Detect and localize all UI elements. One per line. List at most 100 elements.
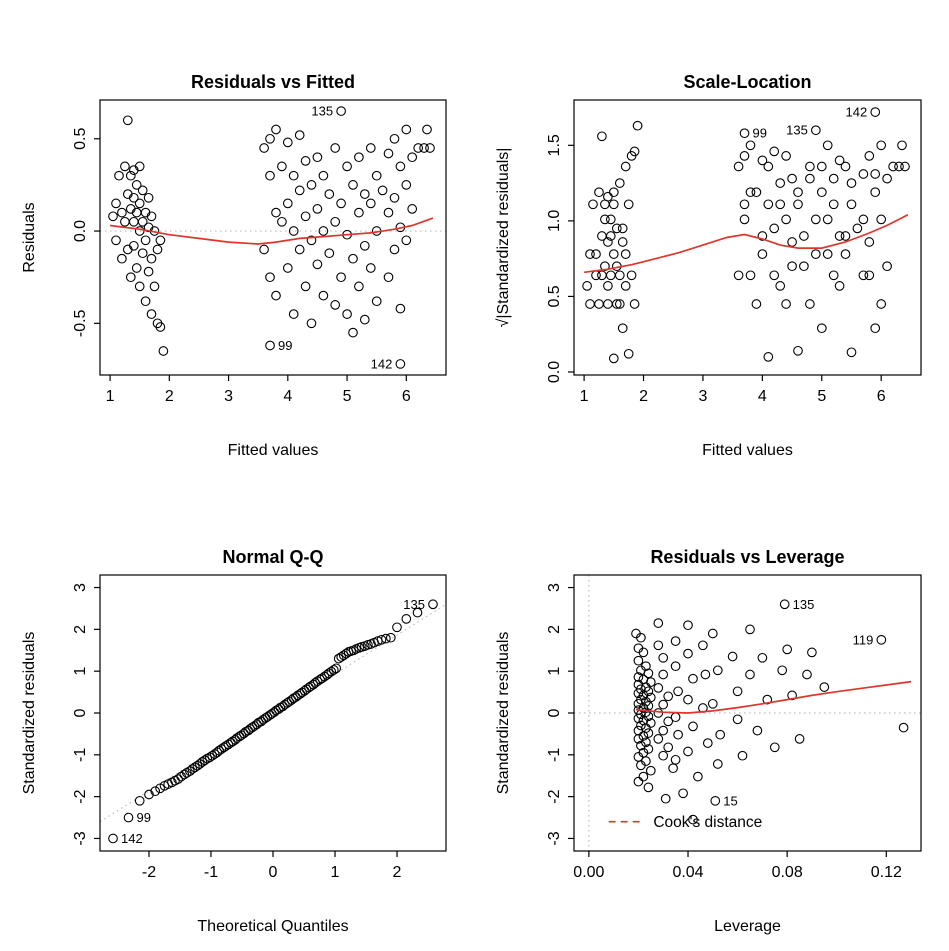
data-point bbox=[395, 161, 406, 172]
data-point bbox=[614, 299, 625, 309]
y-tick-label: 3 bbox=[546, 583, 563, 592]
data-point bbox=[653, 734, 664, 744]
data-point bbox=[605, 231, 616, 241]
data-point bbox=[643, 668, 654, 679]
data-point bbox=[864, 151, 875, 161]
y-tick-label: -2 bbox=[72, 789, 89, 803]
data-point bbox=[626, 270, 637, 281]
y-tick-label: 0 bbox=[546, 708, 563, 717]
point-label: 99 bbox=[753, 126, 767, 141]
data-point bbox=[810, 249, 821, 259]
data-point bbox=[117, 207, 127, 218]
data-point bbox=[745, 187, 756, 198]
data-point bbox=[645, 677, 656, 687]
panel-title: Residuals vs Fitted bbox=[191, 72, 355, 92]
data-point bbox=[707, 628, 718, 639]
data-point bbox=[137, 248, 148, 259]
data-point bbox=[653, 640, 664, 651]
data-point bbox=[120, 161, 130, 172]
data-point bbox=[840, 231, 851, 241]
data-point bbox=[781, 151, 791, 161]
y-tick-label: 0.5 bbox=[72, 128, 89, 150]
y-tick-label: 0.0 bbox=[72, 220, 89, 242]
data-point bbox=[117, 253, 127, 264]
data-point bbox=[775, 281, 786, 291]
data-point bbox=[128, 240, 139, 251]
data-point bbox=[683, 694, 693, 705]
data-point bbox=[688, 814, 698, 825]
plot-border bbox=[573, 99, 922, 376]
data-point bbox=[125, 170, 136, 181]
data-point bbox=[645, 765, 656, 776]
data-point bbox=[858, 169, 869, 179]
plot-border bbox=[99, 99, 447, 376]
data-point bbox=[858, 214, 869, 225]
x-axis-label: Fitted values bbox=[228, 442, 319, 459]
data-point bbox=[623, 199, 634, 210]
data-point bbox=[422, 124, 432, 135]
data-point bbox=[310, 678, 321, 688]
x-axis-label: Theoretical Quantiles bbox=[197, 918, 348, 935]
data-point bbox=[306, 180, 317, 190]
data-point bbox=[633, 688, 644, 699]
y-tick-label: 1.5 bbox=[546, 134, 563, 156]
data-point bbox=[407, 152, 418, 163]
data-point bbox=[822, 214, 833, 225]
x-tick-label: 1 bbox=[331, 864, 340, 881]
data-point bbox=[114, 170, 124, 181]
data-point bbox=[271, 290, 281, 301]
data-point bbox=[300, 211, 311, 222]
x-tick-label: 0 bbox=[269, 864, 278, 881]
data-point bbox=[816, 187, 827, 198]
data-point bbox=[197, 757, 208, 767]
data-point bbox=[282, 263, 293, 273]
data-point bbox=[700, 669, 711, 680]
data-point bbox=[900, 161, 910, 172]
data-point bbox=[348, 253, 358, 264]
data-point bbox=[733, 270, 744, 281]
data-point bbox=[802, 669, 812, 680]
data-point bbox=[888, 161, 898, 172]
data-point bbox=[688, 721, 698, 732]
data-point bbox=[608, 187, 619, 198]
data-point bbox=[673, 729, 683, 740]
data-point bbox=[158, 346, 169, 356]
data-point bbox=[146, 309, 157, 319]
data-point bbox=[810, 214, 821, 225]
data-point bbox=[187, 764, 198, 774]
data-point bbox=[336, 198, 346, 209]
data-point bbox=[137, 185, 148, 196]
data-point bbox=[312, 259, 323, 270]
data-point bbox=[328, 665, 339, 675]
data-point bbox=[395, 359, 406, 369]
data-point bbox=[636, 632, 646, 643]
x-axis-label: Leverage bbox=[714, 918, 781, 935]
x-tick-label: 3 bbox=[224, 388, 233, 405]
plot-border bbox=[573, 574, 922, 852]
data-point bbox=[425, 143, 435, 153]
data-point bbox=[377, 185, 388, 196]
data-point bbox=[663, 716, 674, 727]
data-point bbox=[822, 140, 833, 151]
data-point bbox=[876, 214, 887, 225]
data-point bbox=[185, 766, 195, 776]
data-point bbox=[670, 661, 681, 672]
data-point bbox=[401, 614, 412, 624]
data-point bbox=[870, 187, 881, 198]
data-point bbox=[633, 672, 644, 682]
data-point bbox=[282, 198, 293, 209]
data-point bbox=[739, 199, 750, 210]
x-tick-label: 1 bbox=[106, 388, 115, 405]
data-point bbox=[828, 199, 839, 210]
data-point bbox=[757, 155, 768, 166]
data-point bbox=[271, 124, 281, 135]
x-tick-label: -2 bbox=[142, 864, 156, 881]
data-point bbox=[134, 161, 145, 172]
data-point bbox=[594, 187, 604, 198]
data-point bbox=[214, 745, 224, 756]
data-point bbox=[794, 734, 805, 744]
data-point bbox=[259, 143, 269, 153]
data-point bbox=[670, 712, 681, 723]
data-point bbox=[870, 107, 881, 117]
data-point bbox=[140, 235, 151, 246]
